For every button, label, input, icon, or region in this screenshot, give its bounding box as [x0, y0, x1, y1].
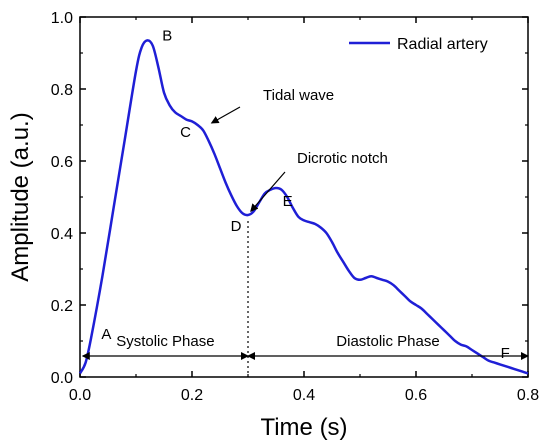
point-labels: A B C D E F: [101, 27, 509, 361]
x-tick-label: 0.6: [405, 387, 427, 404]
point-label-a: A: [101, 326, 111, 343]
annotation-arrow: [210, 106, 241, 124]
x-tick-label: 0.2: [181, 387, 203, 404]
phase-arrows: Systolic Phase Diastolic Phase: [81, 333, 529, 360]
annotations: Tidal wave Dicrotic notch: [210, 87, 388, 212]
legend: Radial artery: [349, 36, 488, 53]
x-axis-label: Time (s): [260, 414, 347, 441]
series-line-radial-artery: [78, 39, 529, 375]
annotation-label: Tidal wave: [263, 87, 334, 104]
point-label-d: D: [231, 218, 242, 235]
y-tick-label: 0.2: [51, 298, 73, 315]
x-tick-label: 0.8: [517, 387, 539, 404]
plot-frame: [79, 16, 529, 378]
point-label-c: C: [180, 124, 191, 141]
annotation-arrow: [250, 171, 286, 212]
y-tick-label: 0.4: [51, 226, 73, 243]
tick-labels: 0.0 0.2 0.4 0.6 0.8 0.0 0.2 0.4 0.6 0.8 1.0: [51, 10, 539, 404]
y-tick-label: 0.0: [51, 370, 73, 387]
y-tick-label: 1.0: [51, 10, 73, 27]
annotation-label: Dicrotic notch: [297, 150, 388, 167]
y-axis-label: Amplitude (a.u.): [7, 112, 34, 281]
phase-label: Diastolic Phase: [336, 333, 439, 350]
axis-ticks: [79, 16, 529, 378]
point-label-b: B: [162, 27, 172, 44]
legend-label: Radial artery: [397, 36, 488, 53]
phase-label: Systolic Phase: [116, 333, 214, 350]
point-label-e: E: [283, 193, 293, 210]
x-tick-label: 0.4: [293, 387, 315, 404]
point-label-f: F: [501, 345, 510, 362]
x-tick-label: 0.0: [69, 387, 91, 404]
y-tick-label: 0.8: [51, 82, 73, 99]
y-tick-label: 0.6: [51, 154, 73, 171]
